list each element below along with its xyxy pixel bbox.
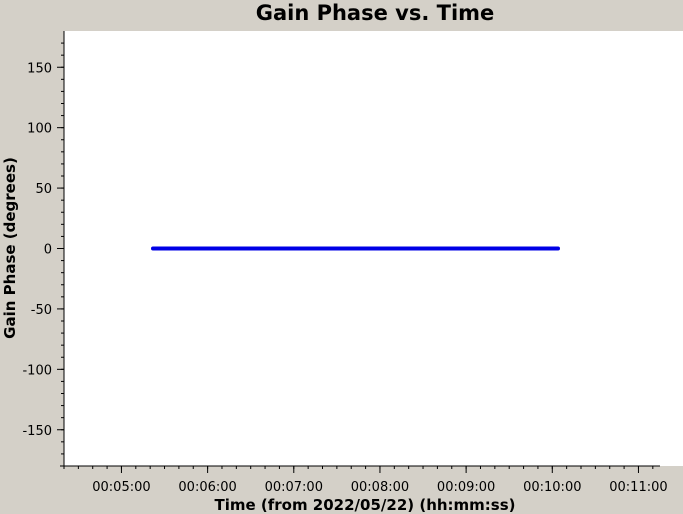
x-tick-label: 00:09:00	[437, 480, 495, 495]
y-tick-label: -150	[22, 424, 52, 439]
x-tick-label: 00:05:00	[92, 480, 150, 495]
y-tick-label: 0	[44, 243, 52, 258]
y-tick-label: 100	[27, 122, 52, 137]
x-tick-label: 00:06:00	[178, 480, 236, 495]
axes: 150 100 50 0 -50 -100 -150 00:05:00 00:06:00 00:0…	[22, 31, 668, 495]
x-tick-label: 00:11:00	[609, 480, 667, 495]
x-tick-label: 00:08:00	[351, 480, 409, 495]
y-tick-label: 150	[27, 61, 52, 76]
x-tick-label: 00:07:00	[265, 480, 323, 495]
y-axis-label: Gain Phase (degrees)	[1, 157, 19, 339]
chart-title: Gain Phase vs. Time	[256, 1, 495, 25]
y-tick-label: -100	[22, 363, 52, 378]
y-tick-label: -50	[31, 303, 52, 318]
x-axis-label: Time (from 2022/05/22) (hh:mm:ss)	[214, 496, 515, 514]
y-tick-label: 50	[35, 182, 52, 197]
x-tick-label: 00:10:00	[523, 480, 581, 495]
